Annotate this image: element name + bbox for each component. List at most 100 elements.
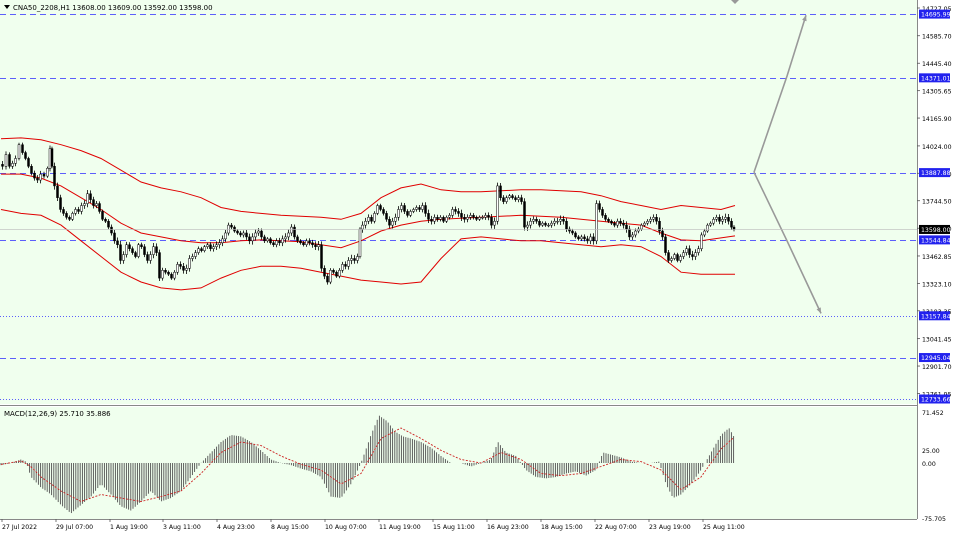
time-tick-label: 10 Aug 07:00 [325, 524, 367, 531]
candle-body [649, 219, 652, 222]
candle-body [565, 220, 568, 230]
candle-body [727, 217, 730, 222]
bollinger-lower-band [0, 209, 735, 291]
candle-body [4, 154, 8, 167]
candle-body [164, 270, 167, 273]
price-tick-label: 14727.05 [922, 6, 952, 13]
level-price-tag [919, 9, 950, 19]
price-pane-background[interactable] [0, 0, 917, 404]
candle-body [610, 220, 613, 224]
candle-body [475, 217, 478, 220]
candle-body [257, 230, 260, 234]
candle-body [293, 226, 296, 238]
candle-body [637, 228, 640, 232]
candle-body [278, 240, 281, 244]
candle-body [1, 164, 4, 167]
candle-body [658, 220, 661, 232]
candle-body [323, 268, 326, 277]
candle-body [469, 215, 472, 218]
candle-body [412, 209, 415, 212]
candle-body [406, 211, 409, 216]
candle-body [379, 205, 382, 210]
candle-body [260, 230, 263, 238]
dropdown-triangle-icon[interactable] [4, 5, 10, 9]
candle-body [188, 258, 191, 269]
candle-body [170, 273, 173, 279]
candle-body [595, 203, 598, 242]
time-scale-area[interactable] [0, 519, 917, 535]
price-tick-label: 13744.50 [922, 199, 952, 206]
candle-body [194, 252, 197, 257]
candle-body [436, 217, 439, 220]
candle-body [308, 240, 311, 244]
candle-body [394, 217, 397, 222]
candle-body [520, 197, 523, 202]
time-tick-label: 11 Aug 19:00 [379, 524, 421, 531]
macd-tick-label: 0.00 [922, 461, 936, 468]
candle-body [517, 197, 520, 200]
level-price-tag [919, 235, 950, 245]
candle-body [215, 244, 218, 247]
time-tick-label: 15 Aug 11:00 [433, 524, 475, 531]
price-scale-area[interactable] [917, 0, 954, 535]
candle-body [230, 224, 233, 228]
candle-body [667, 252, 670, 261]
candle-body [158, 252, 161, 279]
candle-body [361, 224, 364, 230]
candle-body [248, 236, 251, 242]
candle-body [251, 236, 254, 242]
candle-body [110, 226, 113, 234]
price-tags-layer: 14695.99 14371.01 13887.88 13544.84 13157.84… [0, 9, 951, 404]
candle-body [185, 268, 188, 271]
candle-body [640, 224, 643, 230]
chart-shift-marker-icon[interactable] [731, 0, 739, 4]
candle-body [254, 232, 257, 238]
candle-body [664, 236, 667, 253]
level-price-tag-text: 13544.84 [921, 237, 951, 244]
candle-body [290, 226, 293, 234]
candle-body [709, 222, 712, 226]
candle-body [59, 197, 62, 210]
macd-tick-label: 25.00 [922, 448, 940, 455]
time-tick-label: 16 Aug 23:00 [487, 524, 529, 531]
arrow-head-icon [802, 15, 807, 22]
candle-body [14, 158, 17, 164]
candle-body [71, 213, 74, 220]
candle-body [95, 203, 98, 206]
candle-body [493, 220, 496, 226]
candle-body [499, 185, 502, 198]
candle-body [338, 270, 341, 277]
candle-body [544, 222, 547, 226]
candle-body [505, 197, 508, 202]
candle-body [212, 246, 215, 249]
candle-body [173, 271, 176, 279]
candle-body [233, 226, 236, 232]
candle-body [634, 230, 637, 236]
projection-arrows-layer [753, 15, 822, 314]
candle-body [571, 230, 574, 234]
candle-body [146, 254, 149, 261]
price-tick-label: 14585.70 [922, 34, 952, 41]
level-price-tag-text: 13157.84 [921, 313, 951, 320]
candle-body [68, 217, 71, 220]
candle-body [514, 197, 517, 200]
chart-title: CNA50_2208,H1 13608.00 13609.00 13592.00… [13, 4, 213, 12]
candle-body [604, 215, 607, 220]
arrow-head-icon [816, 307, 821, 314]
candle-body [11, 163, 14, 167]
candle-body [373, 213, 376, 222]
candle-body [149, 254, 152, 261]
candle-body [730, 220, 733, 228]
candle-body [356, 256, 359, 261]
candle-body [463, 217, 466, 220]
candle-body [245, 232, 248, 238]
candle-body [547, 224, 550, 227]
candle-body [703, 230, 706, 236]
candle-body [42, 173, 46, 177]
level-price-tag-text: 14371.01 [921, 75, 951, 82]
candle-body [598, 203, 601, 210]
candle-body [74, 209, 77, 214]
candle-body [30, 166, 33, 174]
